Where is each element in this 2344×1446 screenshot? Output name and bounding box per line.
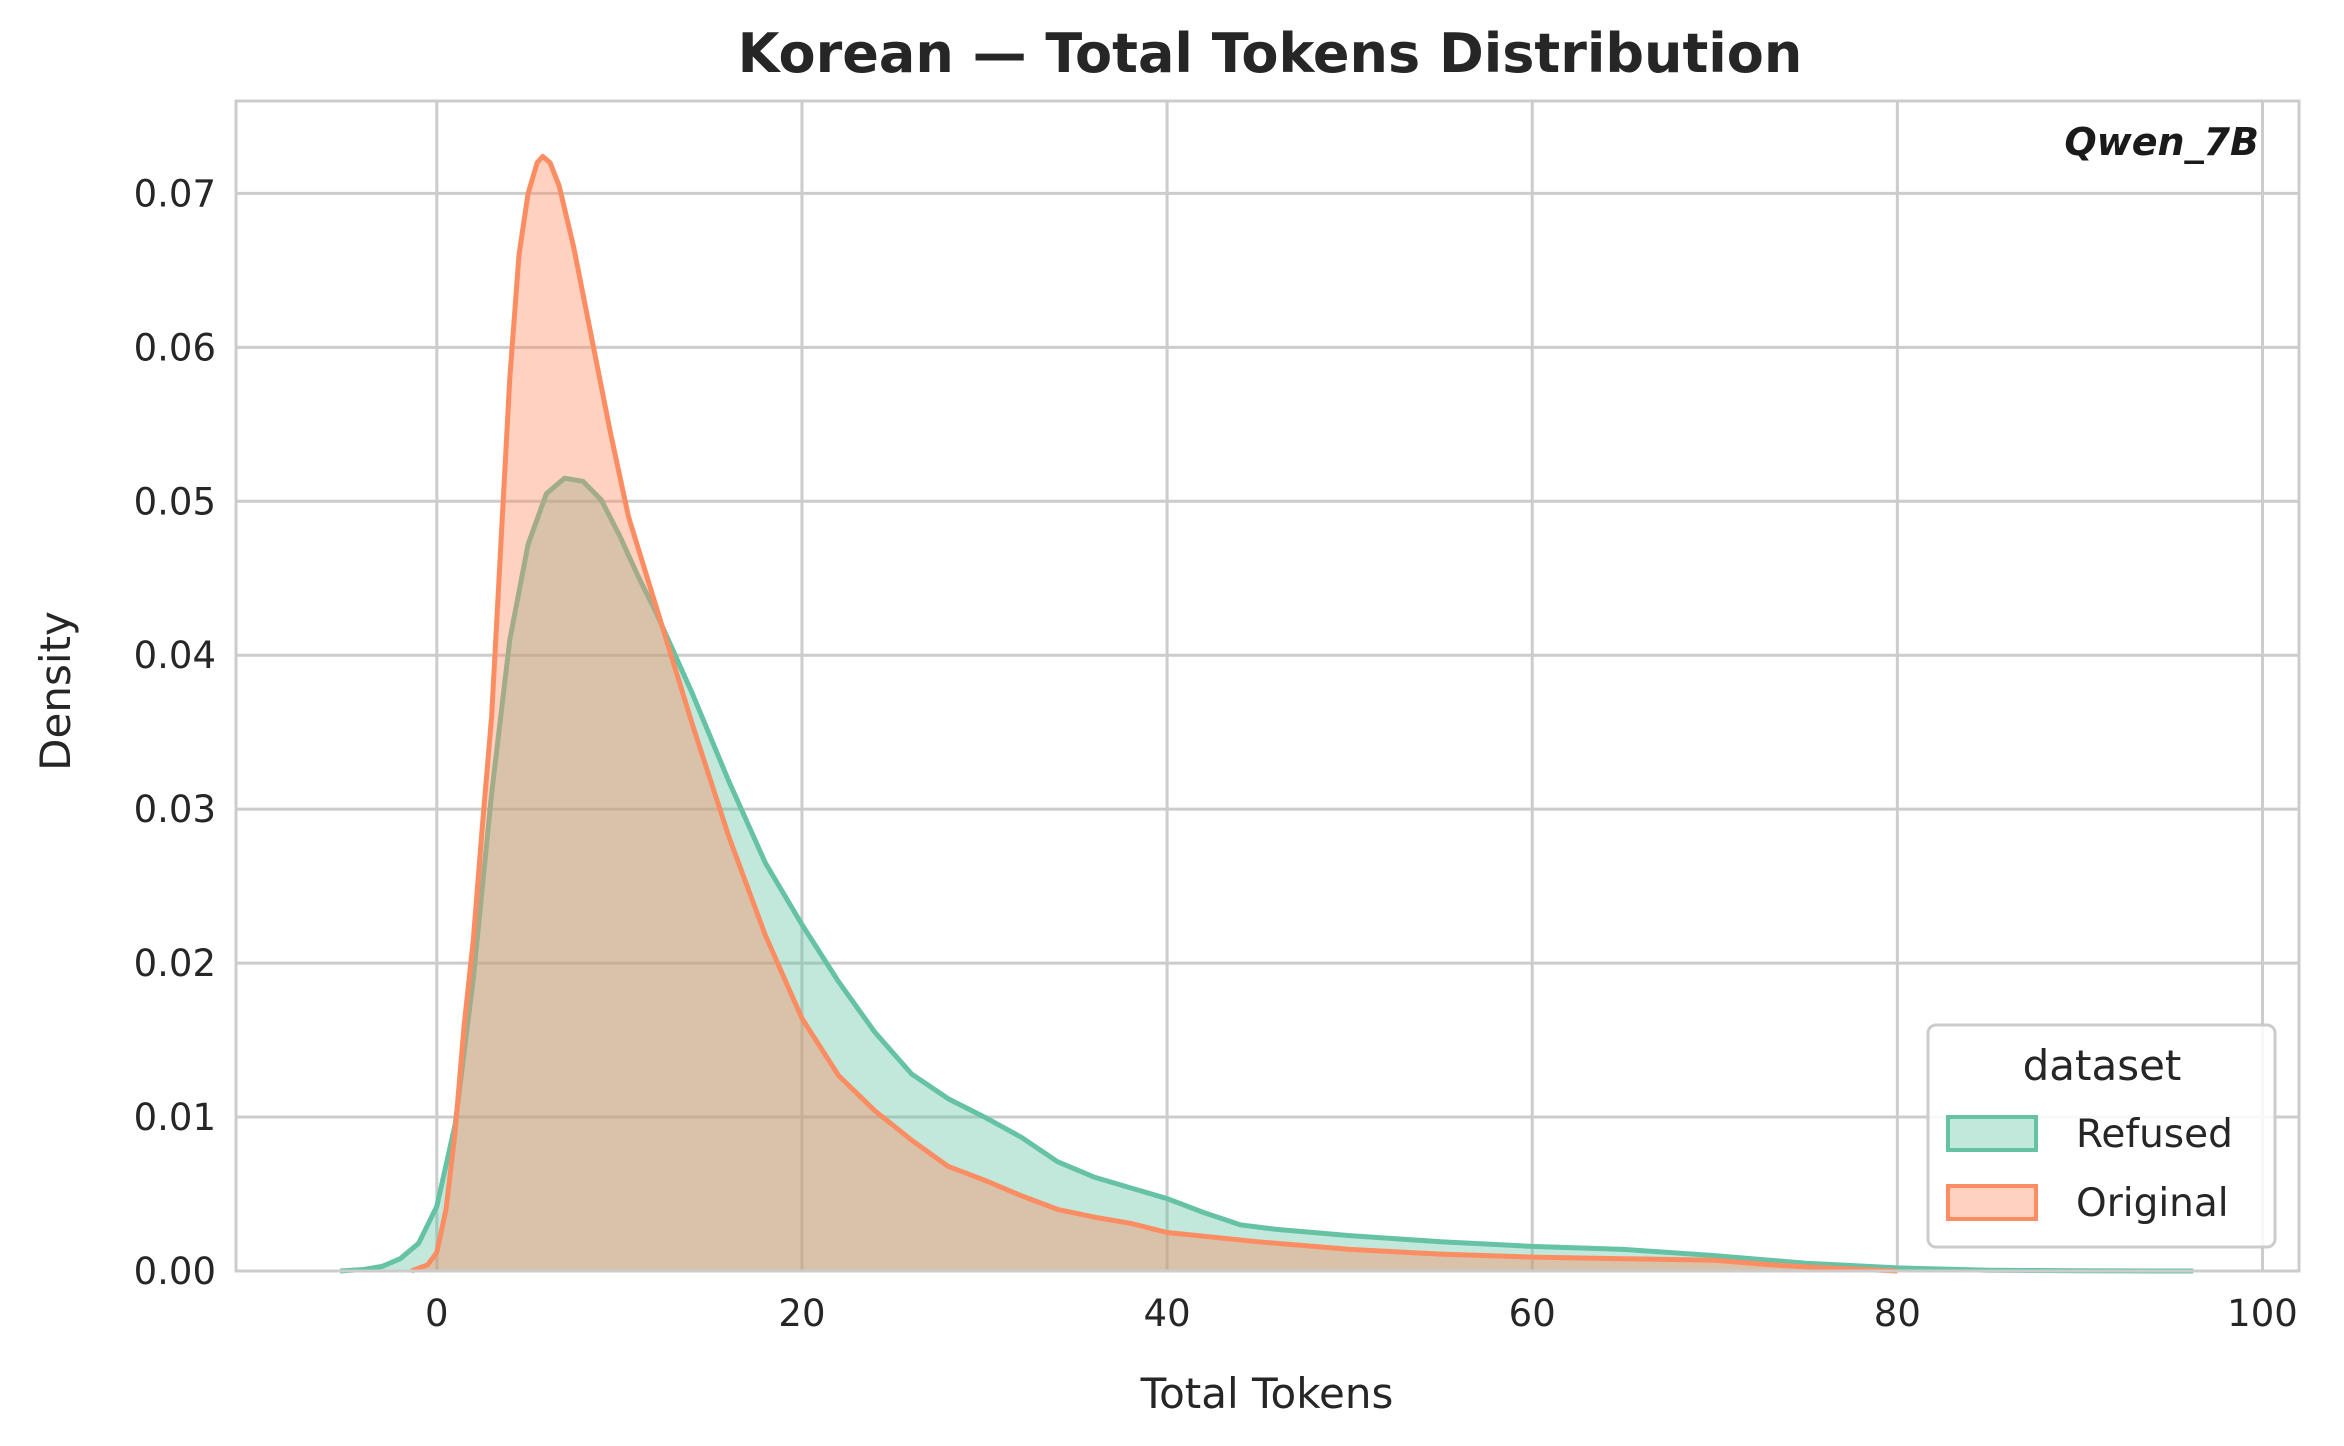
legend: dataset Refused Original [1926,1023,2277,1249]
y-tick-label: 0.05 [134,480,216,523]
density-line-refused [339,475,2194,1274]
plot-frame [234,99,2301,1273]
x-tick-label: 40 [1144,1292,1191,1335]
x-axis-label: Total Tokens [1140,1369,1394,1418]
x-tick-label: 20 [778,1292,825,1335]
y-axis-label: Density [31,611,80,771]
legend-title: dataset [2023,1041,2182,1090]
legend-label-refused: Refused [2076,1112,2233,1157]
y-tick-label: 0.02 [134,942,216,985]
density-line-original [410,153,1898,1274]
legend-swatch-refused [1946,1115,2038,1152]
x-tick-label: 100 [2227,1292,2298,1335]
model-annotation: Qwen_7B [2064,120,2259,164]
x-tick-label: 80 [1874,1292,1921,1335]
y-tick-label: 0.00 [134,1250,216,1293]
legend-label-original: Original [2076,1181,2229,1226]
x-tick-label: 0 [425,1292,449,1335]
chart-title: Korean — Total Tokens Distribution [738,22,1803,85]
y-tick-label: 0.07 [134,172,216,215]
grid [236,101,2299,1273]
legend-swatch-original [1946,1184,2038,1221]
legend-box [1926,1023,2277,1249]
y-tick-label: 0.06 [134,326,216,369]
density-area-original [411,156,1898,1271]
x-tick-label: 60 [1509,1292,1556,1335]
series-layer [339,153,2194,1274]
y-tick-label: 0.04 [134,634,216,677]
y-tick-label: 0.01 [134,1096,216,1139]
density-area-refused [340,478,2194,1271]
y-tick-label: 0.03 [134,788,216,831]
tick-labels: 0 20 40 60 80 100 0.00 0.01 0.02 0.03 0.04 0.05 0.06… [134,172,2298,1335]
